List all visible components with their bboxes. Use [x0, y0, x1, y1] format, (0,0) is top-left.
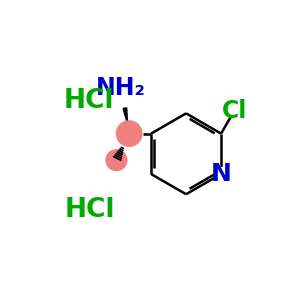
Text: Cl: Cl — [222, 99, 247, 123]
Polygon shape — [123, 108, 127, 120]
Circle shape — [116, 121, 142, 146]
Text: HCl: HCl — [64, 88, 114, 114]
Text: N: N — [211, 162, 232, 186]
Circle shape — [106, 150, 127, 171]
Circle shape — [214, 168, 228, 181]
Text: HCl: HCl — [65, 197, 115, 224]
Text: NH₂: NH₂ — [96, 76, 146, 100]
